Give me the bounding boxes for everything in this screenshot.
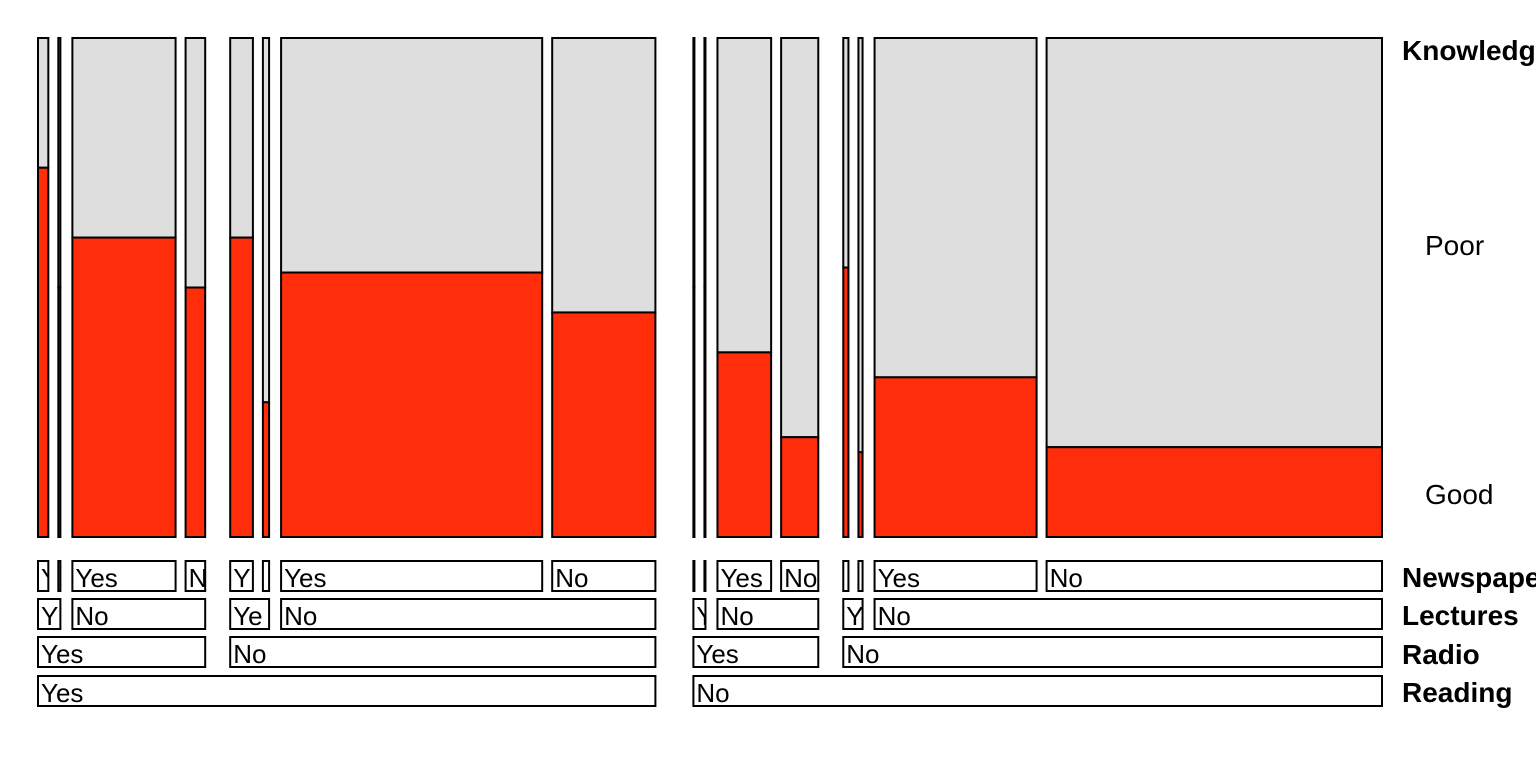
- mosaic-bars: [37, 37, 1384, 539]
- strip-label-newspaper-4: Y: [233, 563, 250, 593]
- strip-cell-lectures-6: [842, 598, 864, 630]
- strip-label-newspaper-10: Yes: [720, 563, 762, 593]
- strip-label-lectures-4: Y: [696, 601, 713, 631]
- tile-poor-13: [857, 37, 864, 454]
- strip-label-lectures-3: No: [284, 601, 317, 631]
- strip-cell-newspaper-9: [703, 560, 707, 592]
- strip-label-lectures-5: No: [720, 601, 753, 631]
- response-variable-label: Knowledge: [1402, 35, 1536, 66]
- strip-label-lectures-7: No: [878, 601, 911, 631]
- tile-poor-3: [184, 37, 207, 289]
- tile-good-8: [692, 286, 696, 538]
- strip-label-newspaper-7: No: [555, 563, 588, 593]
- strip-label-lectures-0: Y: [41, 601, 58, 631]
- strip-cell-radio-2: [692, 636, 820, 668]
- strip-cell-newspaper-4: [229, 560, 254, 592]
- strip-cell-newspaper-15: [1045, 560, 1384, 592]
- strip-cell-lectures-0: [37, 598, 62, 630]
- strip-cell-newspaper-2: [71, 560, 177, 592]
- strip-label-lectures-2: Ye: [233, 601, 262, 631]
- strip-cell-radio-1: [229, 636, 657, 668]
- tile-poor-5: [261, 37, 271, 404]
- tile-good-9: [703, 286, 707, 538]
- strip-cell-newspaper-1: [57, 560, 62, 592]
- strip-label-newspaper-0: Y: [41, 563, 58, 593]
- tile-poor-4: [229, 37, 254, 239]
- strip-label-newspaper-11: No: [784, 563, 817, 593]
- strip-cell-lectures-2: [229, 598, 271, 630]
- tile-good-15: [1045, 446, 1384, 538]
- strip-label-reading-0: Yes: [41, 678, 83, 708]
- tile-poor-10: [716, 37, 773, 354]
- strip-label-reading: Reading: [1402, 677, 1512, 708]
- tile-poor-9: [703, 37, 707, 289]
- strip-cell-newspaper-12: [842, 560, 850, 592]
- tile-poor-11: [780, 37, 820, 439]
- tile-poor-15: [1045, 37, 1384, 449]
- tile-poor-12: [842, 37, 850, 269]
- tile-good-5: [261, 401, 271, 538]
- strip-cell-newspaper-14: [873, 560, 1038, 592]
- strip-label-radio-2: Yes: [696, 639, 738, 669]
- tile-poor-6: [280, 37, 544, 274]
- tile-good-3: [184, 286, 207, 538]
- strip-label-lectures-1: No: [75, 601, 108, 631]
- strip-label-radio-0: Yes: [41, 639, 83, 669]
- strip-label-radio-3: No: [846, 639, 879, 669]
- strip-label-newspaper-2: Yes: [75, 563, 117, 593]
- strip-cell-reading-0: [37, 675, 657, 707]
- tile-good-4: [229, 236, 254, 538]
- strip-label-reading-1: No: [696, 678, 729, 708]
- strip-cell-radio-3: [842, 636, 1383, 668]
- level-label-good: Good: [1425, 479, 1494, 510]
- strip-cell-lectures-3: [280, 598, 657, 630]
- strip-cell-newspaper-0: [37, 560, 50, 592]
- tile-good-1: [57, 286, 62, 538]
- strip-label-newspaper-15: No: [1050, 563, 1083, 593]
- strip-cell-newspaper-5: [261, 560, 271, 592]
- strip-label-newspaper-3: N: [189, 563, 208, 593]
- tile-poor-8: [692, 37, 696, 289]
- tile-poor-14: [873, 37, 1038, 379]
- strip-cell-newspaper-3: [184, 560, 207, 592]
- strip-label-newspaper: Newspaper: [1402, 562, 1536, 593]
- tile-good-13: [857, 451, 864, 539]
- tile-good-0: [37, 166, 50, 539]
- strip-cell-radio-0: [37, 636, 207, 668]
- strip-cell-lectures-1: [71, 598, 207, 630]
- tile-good-7: [551, 311, 657, 539]
- strip-cell-newspaper-10: [716, 560, 773, 592]
- strip-cell-newspaper-7: [551, 560, 657, 592]
- tile-good-12: [842, 266, 850, 538]
- tile-poor-1: [57, 37, 62, 289]
- tile-good-2: [71, 236, 177, 538]
- tile-good-11: [780, 436, 820, 539]
- strip-label-radio-1: No: [233, 639, 266, 669]
- strip-cell-newspaper-8: [692, 560, 696, 592]
- strip-cell-reading-1: [692, 675, 1383, 707]
- strip-cell-newspaper-13: [857, 560, 864, 592]
- strip-cell-lectures-7: [873, 598, 1383, 630]
- tile-poor-7: [551, 37, 657, 314]
- strip-label-newspaper-14: Yes: [878, 563, 920, 593]
- strip-label-newspaper-6: Yes: [284, 563, 326, 593]
- strip-cell-lectures-5: [716, 598, 820, 630]
- level-label-poor: Poor: [1425, 230, 1484, 261]
- tile-good-10: [716, 351, 773, 538]
- tile-good-6: [280, 271, 544, 538]
- tile-poor-0: [37, 37, 50, 169]
- tile-good-14: [873, 376, 1038, 538]
- strip-label-lectures: Lectures: [1402, 600, 1519, 631]
- strip-label-radio: Radio: [1402, 639, 1480, 670]
- strip-cell-newspaper-6: [280, 560, 544, 592]
- tile-poor-2: [71, 37, 177, 239]
- strip-cell-newspaper-11: [780, 560, 820, 592]
- strip-label-lectures-6: Y: [846, 601, 863, 631]
- strip-cell-lectures-4: [692, 598, 707, 630]
